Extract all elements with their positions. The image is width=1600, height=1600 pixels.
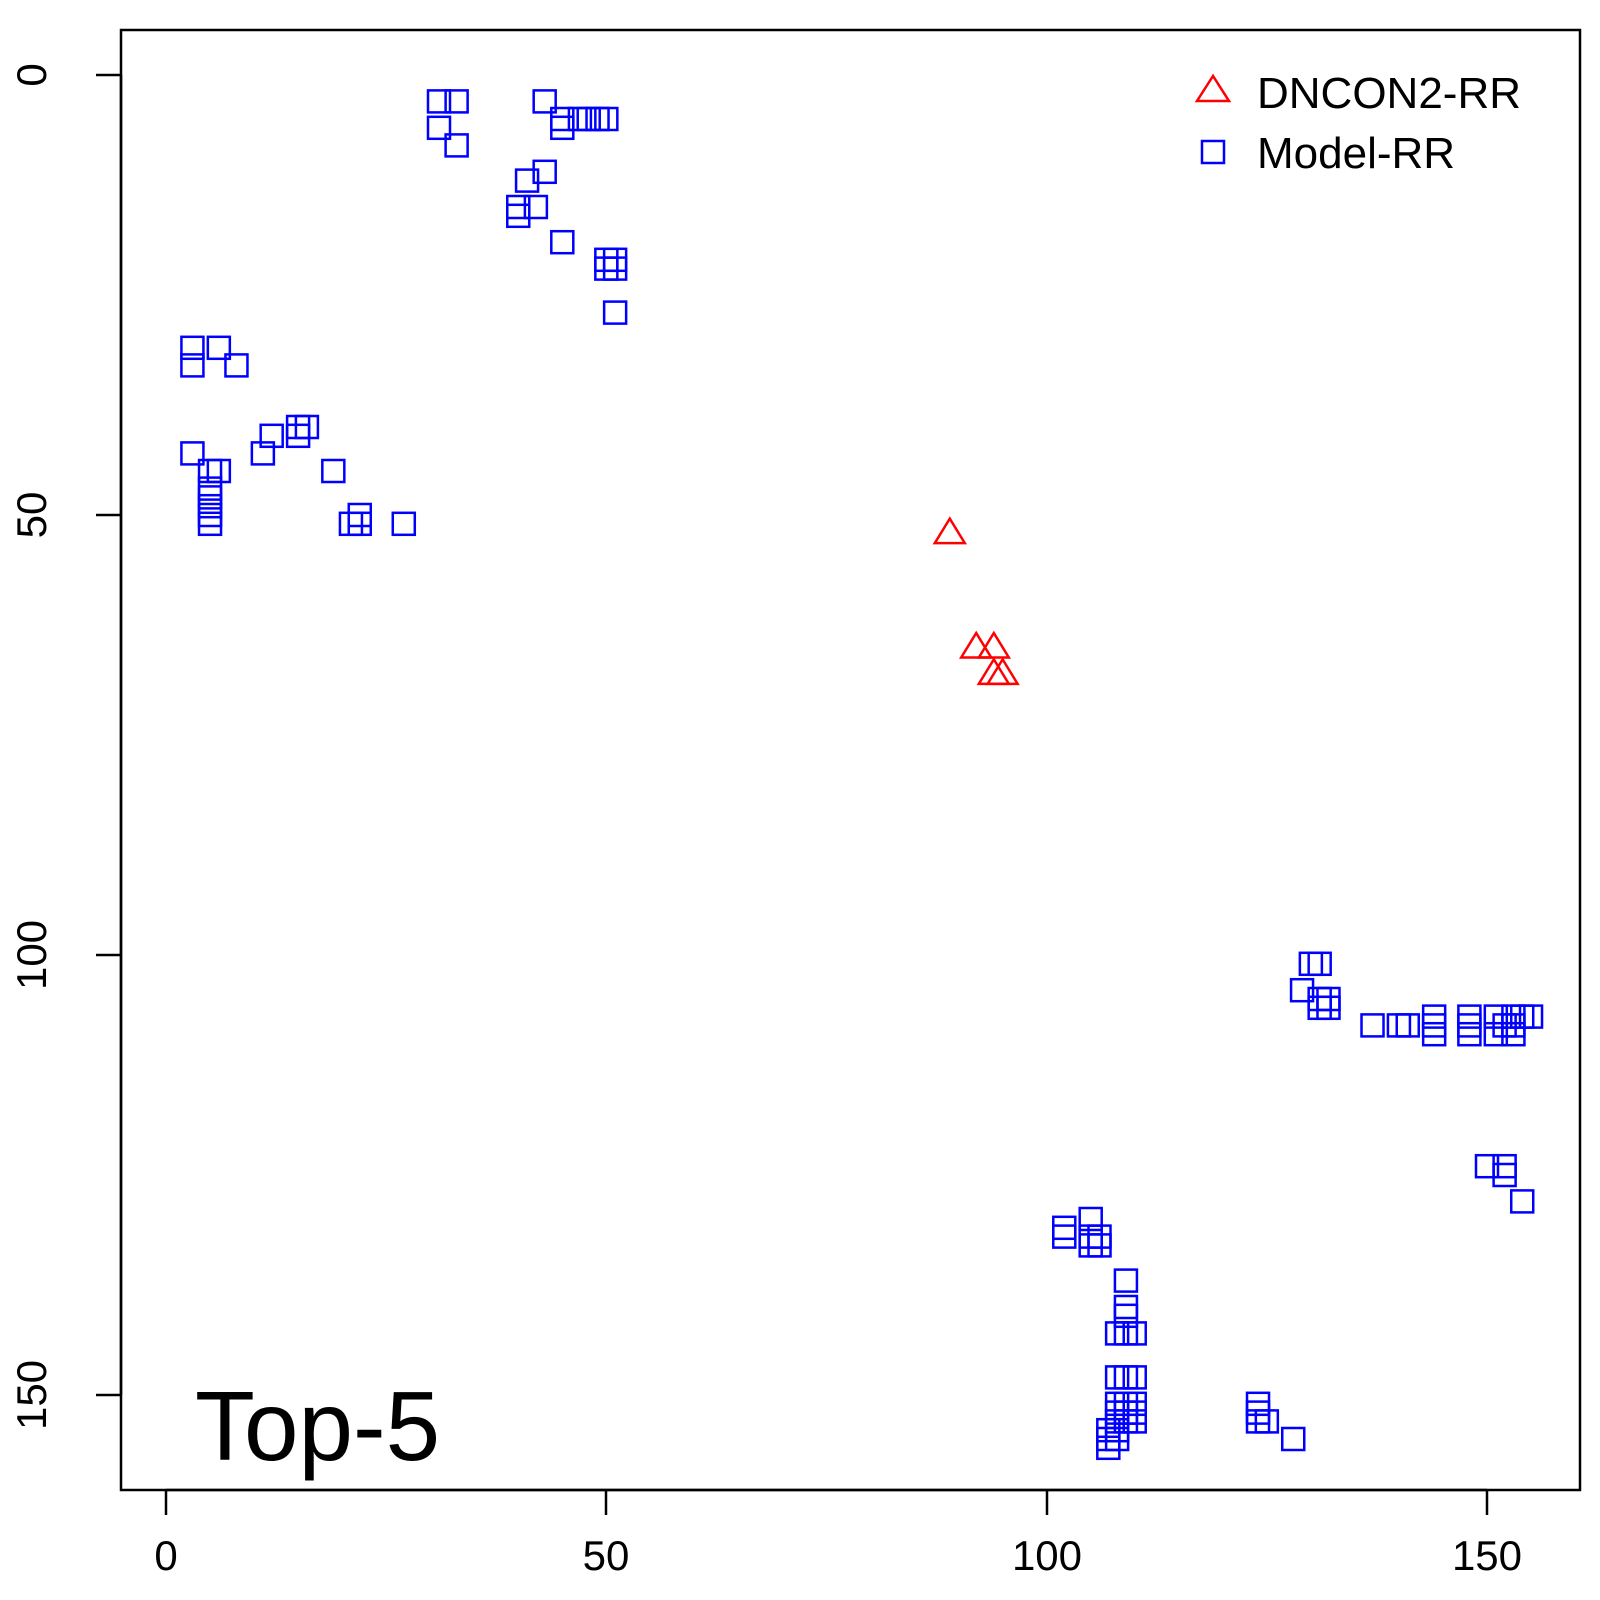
square-point <box>250 441 276 466</box>
square-point <box>550 115 575 141</box>
square-point <box>532 89 557 114</box>
square-point <box>1483 1021 1509 1047</box>
square-point <box>1289 977 1315 1003</box>
square-point <box>1113 1294 1139 1320</box>
y-tick-label-150: 150 <box>8 1360 55 1430</box>
square-point <box>1421 1021 1447 1047</box>
square-point <box>1087 1233 1112 1258</box>
triangle-point <box>985 657 1020 686</box>
square-point <box>1386 1013 1412 1038</box>
square-point <box>1113 1268 1139 1293</box>
data-points <box>180 89 1544 1461</box>
square-point <box>1421 1013 1447 1038</box>
square-point <box>347 511 372 537</box>
chart-annotation: Top-5 <box>195 1371 440 1481</box>
square-point <box>391 511 417 537</box>
square-point <box>1457 1021 1482 1047</box>
square-point <box>1474 1153 1500 1179</box>
square-point <box>1316 986 1341 1012</box>
square-point <box>1104 1426 1130 1452</box>
y-tick-label-0: 0 <box>8 63 55 86</box>
square-point <box>444 89 469 114</box>
series-model-rr <box>180 89 1544 1461</box>
x-tick-label-0: 0 <box>154 1532 177 1579</box>
square-point <box>1492 1162 1517 1188</box>
square-point <box>602 256 628 281</box>
square-point <box>294 414 320 440</box>
square-point <box>197 511 223 537</box>
square-point <box>180 441 205 466</box>
y-tick-label-50: 50 <box>8 492 55 539</box>
square-point <box>321 458 346 484</box>
square-point <box>550 229 575 255</box>
square-point <box>206 335 232 361</box>
square-point <box>1078 1233 1103 1258</box>
square-point <box>1518 1004 1544 1029</box>
square-point <box>259 423 284 449</box>
square-point <box>594 247 619 273</box>
legend-label-model-rr: Model-RR <box>1257 129 1455 178</box>
square-point <box>1457 1013 1482 1038</box>
square-point <box>1113 1303 1139 1329</box>
x-tick-label-100: 100 <box>1012 1532 1082 1579</box>
square-point <box>602 247 628 273</box>
square-point <box>1245 1409 1271 1434</box>
y-axis: 0 50 100 150 <box>8 63 123 1430</box>
square-point <box>1078 1206 1103 1232</box>
square-point <box>523 194 549 220</box>
square-point <box>1122 1365 1147 1390</box>
square-point <box>1360 1013 1385 1038</box>
square-point <box>285 423 311 449</box>
legend: DNCON2-RR Model-RR <box>1194 69 1521 178</box>
square-point <box>532 159 557 185</box>
square-point <box>1298 951 1324 977</box>
square-point <box>594 106 619 132</box>
square-point <box>1509 1189 1535 1214</box>
square-point <box>514 168 540 193</box>
square-point <box>285 414 311 440</box>
legend-square-icon <box>1200 139 1226 165</box>
square-point <box>1501 1021 1526 1047</box>
square-point <box>1122 1321 1147 1346</box>
square-point <box>1096 1435 1121 1461</box>
plot-frame <box>119 28 1582 1492</box>
square-point <box>594 256 619 281</box>
square-point <box>1395 1013 1420 1038</box>
square-point <box>1316 995 1341 1021</box>
square-point <box>1052 1215 1077 1241</box>
x-axis: 0 50 100 150 <box>154 1488 1522 1579</box>
square-point <box>338 511 364 537</box>
x-tick-label-150: 150 <box>1452 1532 1522 1579</box>
square-point <box>506 203 531 229</box>
square-point <box>347 502 372 528</box>
square-point <box>180 353 205 378</box>
triangle-point <box>932 516 968 545</box>
square-point <box>224 353 249 378</box>
square-point <box>426 115 452 141</box>
legend-label-dncon2-rr: DNCON2-RR <box>1257 69 1521 118</box>
triangle-point <box>958 630 994 659</box>
square-point <box>1122 1409 1147 1434</box>
square-point <box>1245 1400 1271 1425</box>
legend-triangle-icon <box>1194 73 1232 103</box>
series-dncon2-rr <box>932 516 1020 686</box>
y-tick-label-100: 100 <box>8 920 55 990</box>
square-point <box>1052 1224 1077 1249</box>
x-tick-label-50: 50 <box>583 1532 630 1579</box>
square-point <box>1281 1426 1306 1452</box>
square-point <box>444 133 469 158</box>
square-point <box>1113 1365 1139 1390</box>
square-point <box>426 89 452 114</box>
square-point <box>602 300 628 325</box>
square-point <box>180 335 205 361</box>
square-point <box>1483 1004 1509 1029</box>
square-point <box>206 458 232 484</box>
square-point <box>1307 951 1332 977</box>
